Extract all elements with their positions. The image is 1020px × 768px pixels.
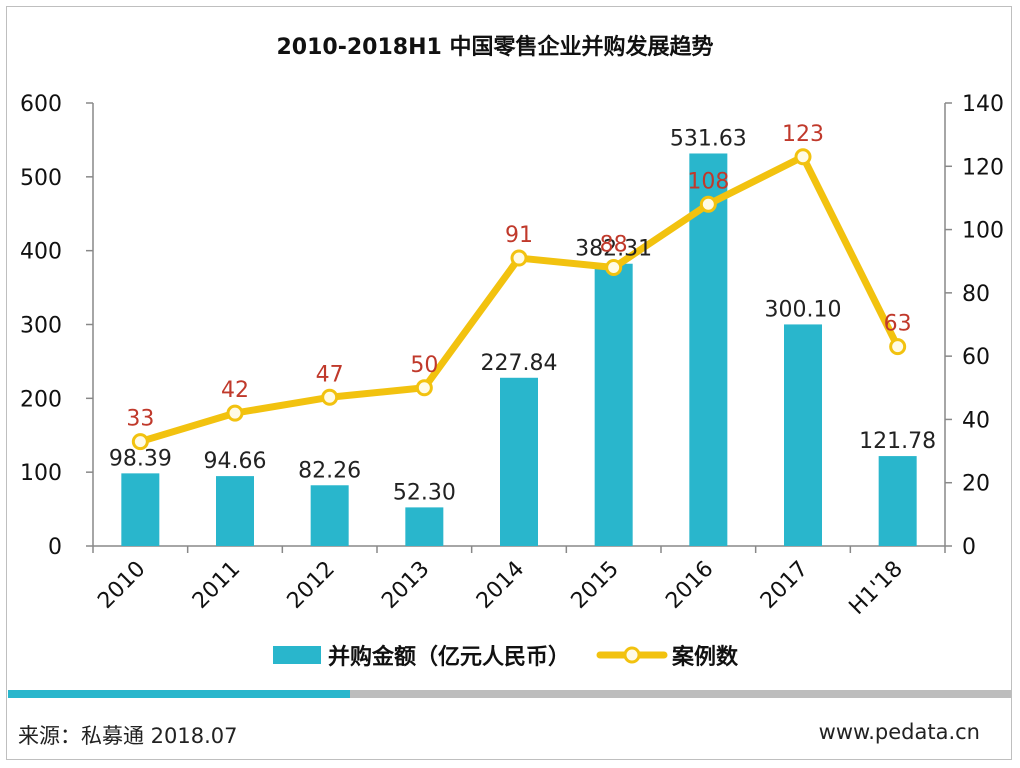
bar-value-label: 382.31 xyxy=(575,237,652,262)
case-count-point xyxy=(794,148,812,166)
y-right-tick-label: 0 xyxy=(962,535,976,560)
legend-line-label: 案例数 xyxy=(671,644,739,670)
x-tick-label: H1'18 xyxy=(845,557,908,620)
y-right-tick-label: 80 xyxy=(962,282,990,307)
bar xyxy=(689,153,728,546)
bar xyxy=(121,473,160,546)
bar xyxy=(405,507,444,546)
source-text: 来源：私募通 2018.07 xyxy=(18,724,238,748)
y-right-tick-label: 100 xyxy=(962,219,1004,244)
bar-value-label: 98.39 xyxy=(109,446,172,471)
y-left-tick-label: 100 xyxy=(20,461,62,486)
bar xyxy=(310,485,349,546)
bar xyxy=(784,324,822,546)
y-left-tick-label: 300 xyxy=(20,314,62,339)
bar-value-label: 227.84 xyxy=(481,351,558,376)
case-count-point xyxy=(131,433,149,451)
case-count-point xyxy=(415,379,433,397)
y-left-tick-label: 200 xyxy=(20,387,62,412)
y-right-tick-label: 60 xyxy=(962,345,990,370)
bar xyxy=(216,476,254,546)
case-count-label: 123 xyxy=(782,122,824,147)
case-count-label: 42 xyxy=(221,378,249,403)
x-tick-label: 2013 xyxy=(377,557,434,614)
y-right-tick-label: 40 xyxy=(962,408,990,433)
bar-value-label: 531.63 xyxy=(670,126,747,151)
footer-divider xyxy=(8,690,1012,698)
case-count-point xyxy=(889,338,907,356)
chart-frame xyxy=(6,6,1012,760)
x-tick-label: 2015 xyxy=(567,557,624,614)
legend-line-marker xyxy=(623,646,641,664)
case-count-label: 33 xyxy=(126,407,154,432)
y-left-tick-label: 0 xyxy=(48,535,62,560)
chart: 2010-2018H1 中国零售企业并购发展趋势 010020030040050… xyxy=(20,34,1004,670)
y-right-tick-label: 140 xyxy=(962,92,1004,117)
bar-value-label: 121.78 xyxy=(859,429,936,454)
y-right-tick-label: 20 xyxy=(962,472,990,497)
bar xyxy=(878,456,917,546)
x-tick-label: 2016 xyxy=(661,557,718,614)
bar-value-label: 94.66 xyxy=(204,449,267,474)
case-count-point xyxy=(226,404,244,422)
y-left-tick-label: 400 xyxy=(20,240,62,265)
y-right-tick-label: 120 xyxy=(962,155,1004,180)
legend-bar-label: 并购金额（亿元人民币） xyxy=(328,644,570,670)
bar xyxy=(500,377,538,546)
website-text: www.pedata.cn xyxy=(818,720,980,744)
case-count-point xyxy=(510,249,528,267)
case-count-label: 91 xyxy=(505,223,533,248)
x-tick-label: 2010 xyxy=(93,557,150,614)
x-tick-label: 2011 xyxy=(188,557,245,614)
case-count-label: 63 xyxy=(884,312,912,337)
bar xyxy=(594,263,633,546)
case-count-label: 47 xyxy=(316,362,344,387)
y-left-tick-label: 600 xyxy=(20,92,62,117)
bar-value-label: 52.30 xyxy=(393,480,456,505)
x-tick-label: 2012 xyxy=(283,557,340,614)
case-count-point xyxy=(605,259,623,277)
footer-divider-accent xyxy=(8,690,350,698)
case-count-point xyxy=(699,195,717,213)
x-tick-label: 2014 xyxy=(472,557,529,614)
y-left-tick-label: 500 xyxy=(20,166,62,191)
bar-value-label: 300.10 xyxy=(765,297,842,322)
case-count-label: 88 xyxy=(600,233,628,258)
chart-title: 2010-2018H1 中国零售企业并购发展趋势 xyxy=(277,34,714,60)
case-count-label: 50 xyxy=(410,353,438,378)
legend-bar-swatch xyxy=(273,646,321,664)
x-tick-label: 2017 xyxy=(756,557,813,614)
case-count-point xyxy=(321,388,339,406)
bar-value-label: 82.26 xyxy=(298,458,361,483)
case-count-label: 108 xyxy=(687,169,729,194)
